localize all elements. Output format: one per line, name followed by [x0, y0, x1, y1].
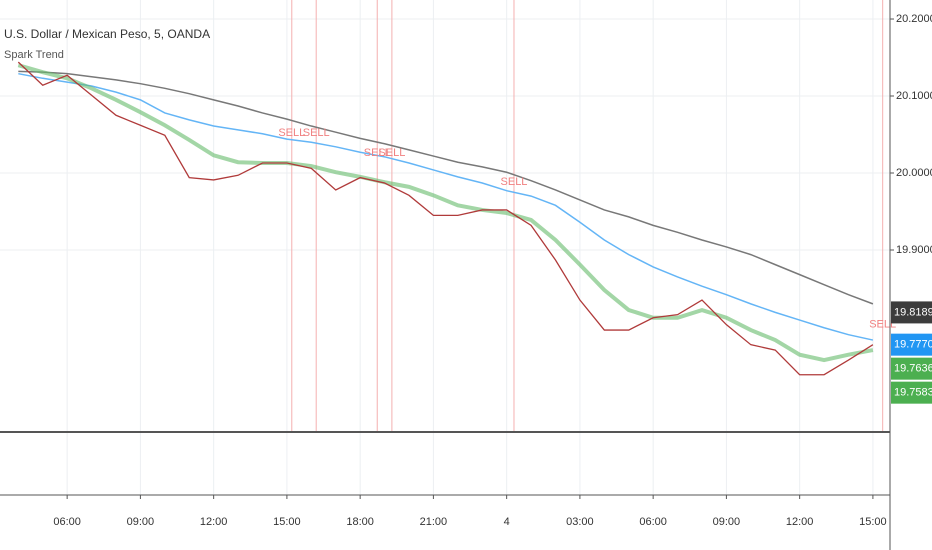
y-tick-label: 20.20000: [896, 13, 932, 25]
signal-label: SELL: [278, 127, 305, 139]
signal-label: SELL: [869, 319, 896, 331]
series-line: [17, 61, 874, 376]
signal-label: SELL: [364, 147, 391, 159]
x-tick-label: 09:00: [127, 516, 155, 528]
x-tick-label: 15:00: [859, 516, 887, 528]
y-tick-label: 20.00000: [896, 167, 932, 179]
x-tick-label: 15:00: [273, 516, 301, 528]
x-tick-label: 09:00: [713, 516, 741, 528]
price-label-box: [891, 333, 932, 356]
x-tick-label: 12:00: [786, 516, 814, 528]
signal-label: SELL: [501, 176, 528, 188]
price-label: 19.77704: [894, 339, 932, 351]
signal-label: SELL: [378, 147, 405, 159]
indicator-name: Spark Trend: [4, 49, 64, 61]
y-tick-label: 20.10000: [896, 90, 932, 102]
series-line: [17, 63, 874, 363]
price-label-box: [891, 357, 932, 380]
price-label: 19.81892: [894, 306, 932, 318]
x-tick-label: 21:00: [420, 516, 448, 528]
plot-area: [0, 0, 890, 495]
x-tick-label: 06:00: [53, 516, 81, 528]
series-line: [18, 72, 874, 341]
series-line: [18, 70, 874, 305]
price-label-box: [891, 381, 932, 404]
x-tick-label: 12:00: [200, 516, 228, 528]
x-tick-label: 4: [504, 516, 510, 528]
x-tick-label: 06:00: [639, 516, 667, 528]
chart-title: U.S. Dollar / Mexican Peso, 5, OANDA: [4, 27, 210, 41]
x-tick-label: 03:00: [566, 516, 594, 528]
x-tick-label: 18:00: [346, 516, 374, 528]
price-label: 19.76365: [894, 363, 932, 375]
signal-label: SELL: [303, 127, 330, 139]
y-tick-label: 19.90000: [896, 244, 932, 256]
price-label: 19.75839: [894, 387, 932, 399]
price-label-box: [891, 301, 932, 324]
